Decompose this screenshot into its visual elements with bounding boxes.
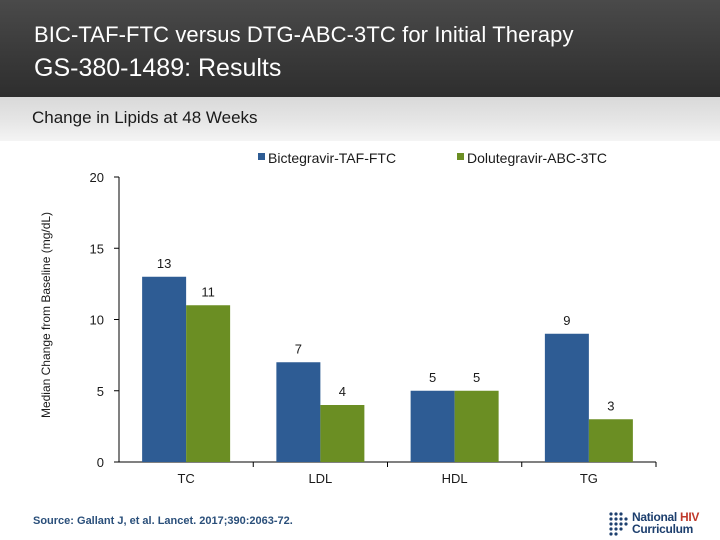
legend-swatch: [457, 153, 464, 160]
national-hiv-curriculum-logo: National HIV Curriculum: [608, 510, 716, 538]
data-label: 4: [339, 384, 346, 399]
data-label: 5: [429, 370, 436, 385]
y-axis-title: Median Change from Baseline (mg/dL): [39, 212, 53, 418]
y-tick-label: 0: [97, 455, 104, 470]
logo-wordmark: National HIV Curriculum: [632, 510, 700, 536]
bar-1-tg: [588, 419, 633, 462]
bar-1-tc: [186, 305, 231, 462]
legend-label: Dolutegravir-ABC-3TC: [467, 150, 607, 166]
x-tick-label: LDL: [308, 471, 332, 486]
data-label: 7: [295, 341, 302, 356]
data-label: 13: [157, 256, 171, 271]
bar-0-ldl: [276, 362, 321, 462]
bar-0-tg: [544, 333, 589, 462]
bar-0-tc: [142, 276, 187, 462]
data-label: 9: [563, 313, 570, 328]
legend-label: Bictegravir-TAF-FTC: [268, 150, 396, 166]
legend-swatch: [258, 153, 265, 160]
subtitle-band: [0, 97, 720, 141]
y-tick-label: 5: [97, 384, 104, 399]
y-tick-label: 20: [90, 170, 104, 185]
data-label: 5: [473, 370, 480, 385]
slide-study-title: GS-380-1489: Results: [34, 54, 282, 82]
data-label: 3: [607, 398, 614, 413]
slide-subtitle: Change in Lipids at 48 Weeks: [32, 108, 258, 127]
slide-title: BIC-TAF-FTC versus DTG-ABC-3TC for Initi…: [34, 22, 574, 47]
y-tick-label: 10: [90, 313, 104, 328]
data-label: 11: [201, 284, 215, 299]
x-tick-label: HDL: [442, 471, 468, 486]
bar-1-hdl: [454, 390, 499, 462]
bar-1-ldl: [320, 405, 365, 462]
source-citation: Source: Gallant J, et al. Lancet. 2017;3…: [33, 515, 293, 527]
dot-matrix-logo-icon: [609, 512, 628, 536]
x-tick-label: TG: [580, 471, 598, 486]
title-banner: BIC-TAF-FTC versus DTG-ABC-3TC for Initi…: [0, 0, 720, 97]
x-tick-label: TC: [177, 471, 194, 486]
bar-0-hdl: [410, 390, 455, 462]
y-tick-label: 15: [90, 241, 104, 256]
